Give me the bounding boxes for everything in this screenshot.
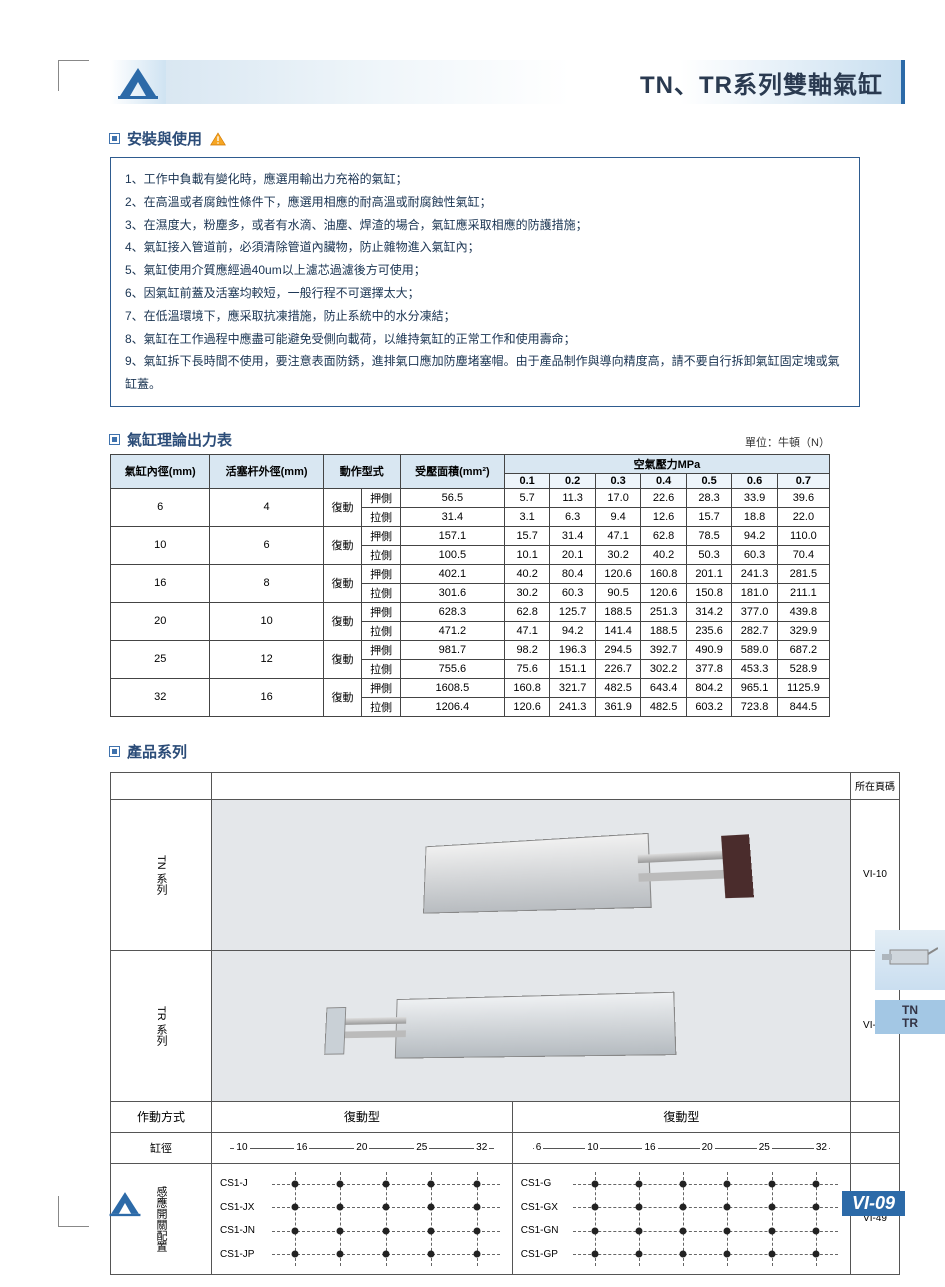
page-number-badge: VI-09 — [842, 1191, 905, 1216]
side-thumbnail — [875, 930, 945, 990]
install-note-item: 4、氣缸接入管道前，必須清除管道內臟物，防止雜物進入氣缸內； — [125, 236, 845, 259]
header-banner: TN、TR系列雙軸氣缸 — [110, 60, 905, 104]
side-tab-line2: TR — [902, 1017, 918, 1030]
install-note-item: 3、在濕度大，粉塵多，或者有水滴、油塵、焊渣的場合，氣缸應采取相應的防護措施； — [125, 214, 845, 237]
install-note-item: 9、氣缸拆下長時間不使用，要注意表面防銹，進排氣口應加防塵堵塞帽。由于產品制作與… — [125, 350, 845, 396]
section-heading-install: 安裝與使用 — [110, 128, 905, 149]
crop-mark-tl — [58, 60, 89, 91]
footer-logo-icon — [108, 1189, 142, 1217]
crop-mark-bl — [58, 1196, 89, 1227]
install-note-item: 6、因氣缸前蓋及活塞均較短，一般行程不可選擇太大； — [125, 282, 845, 305]
force-output-table: 氣缸內徑(mm)活塞杆外徑(mm)動作型式受壓面積(mm²)空氣壓力MPa0.1… — [110, 454, 830, 717]
bullet-icon — [110, 134, 119, 143]
install-note-item: 2、在高溫或者腐蝕性條件下，應選用相應的耐高溫或耐腐蝕性氣缸； — [125, 191, 845, 214]
bullet-icon — [110, 747, 119, 756]
page-footer: VI-09 — [108, 1189, 905, 1217]
install-note-item: 7、在低溫環境下，應采取抗凍措施，防止系統中的水分凍結； — [125, 305, 845, 328]
install-note-item: 8、氣缸在工作過程中應盡可能避免受側向載荷，以維持氣缸的正常工作和使用壽命； — [125, 328, 845, 351]
section-heading-force: 氣缸理論出力表 — [110, 429, 232, 450]
install-note-item: 1、工作中負載有變化時，應選用輸出力充裕的氣缸； — [125, 168, 845, 191]
section-heading-products: 產品系列 — [110, 741, 905, 762]
install-note-item: 5、氣缸使用介質應經過40um以上濾芯過濾後方可使用； — [125, 259, 845, 282]
bullet-icon — [110, 435, 119, 444]
page-title: TN、TR系列雙軸氣缸 — [166, 60, 905, 104]
brand-logo — [110, 60, 166, 104]
products-heading-text: 產品系列 — [127, 741, 187, 762]
install-heading-text: 安裝與使用 — [127, 128, 202, 149]
side-index-tab: TN TR — [875, 1000, 945, 1034]
install-notes-box: 1、工作中負載有變化時，應選用輸出力充裕的氣缸；2、在高溫或者腐蝕性條件下，應選… — [110, 157, 860, 407]
force-heading-text: 氣缸理論出力表 — [127, 429, 232, 450]
warning-icon — [210, 132, 226, 146]
force-unit-label: 單位：牛頓（N） — [745, 434, 830, 450]
